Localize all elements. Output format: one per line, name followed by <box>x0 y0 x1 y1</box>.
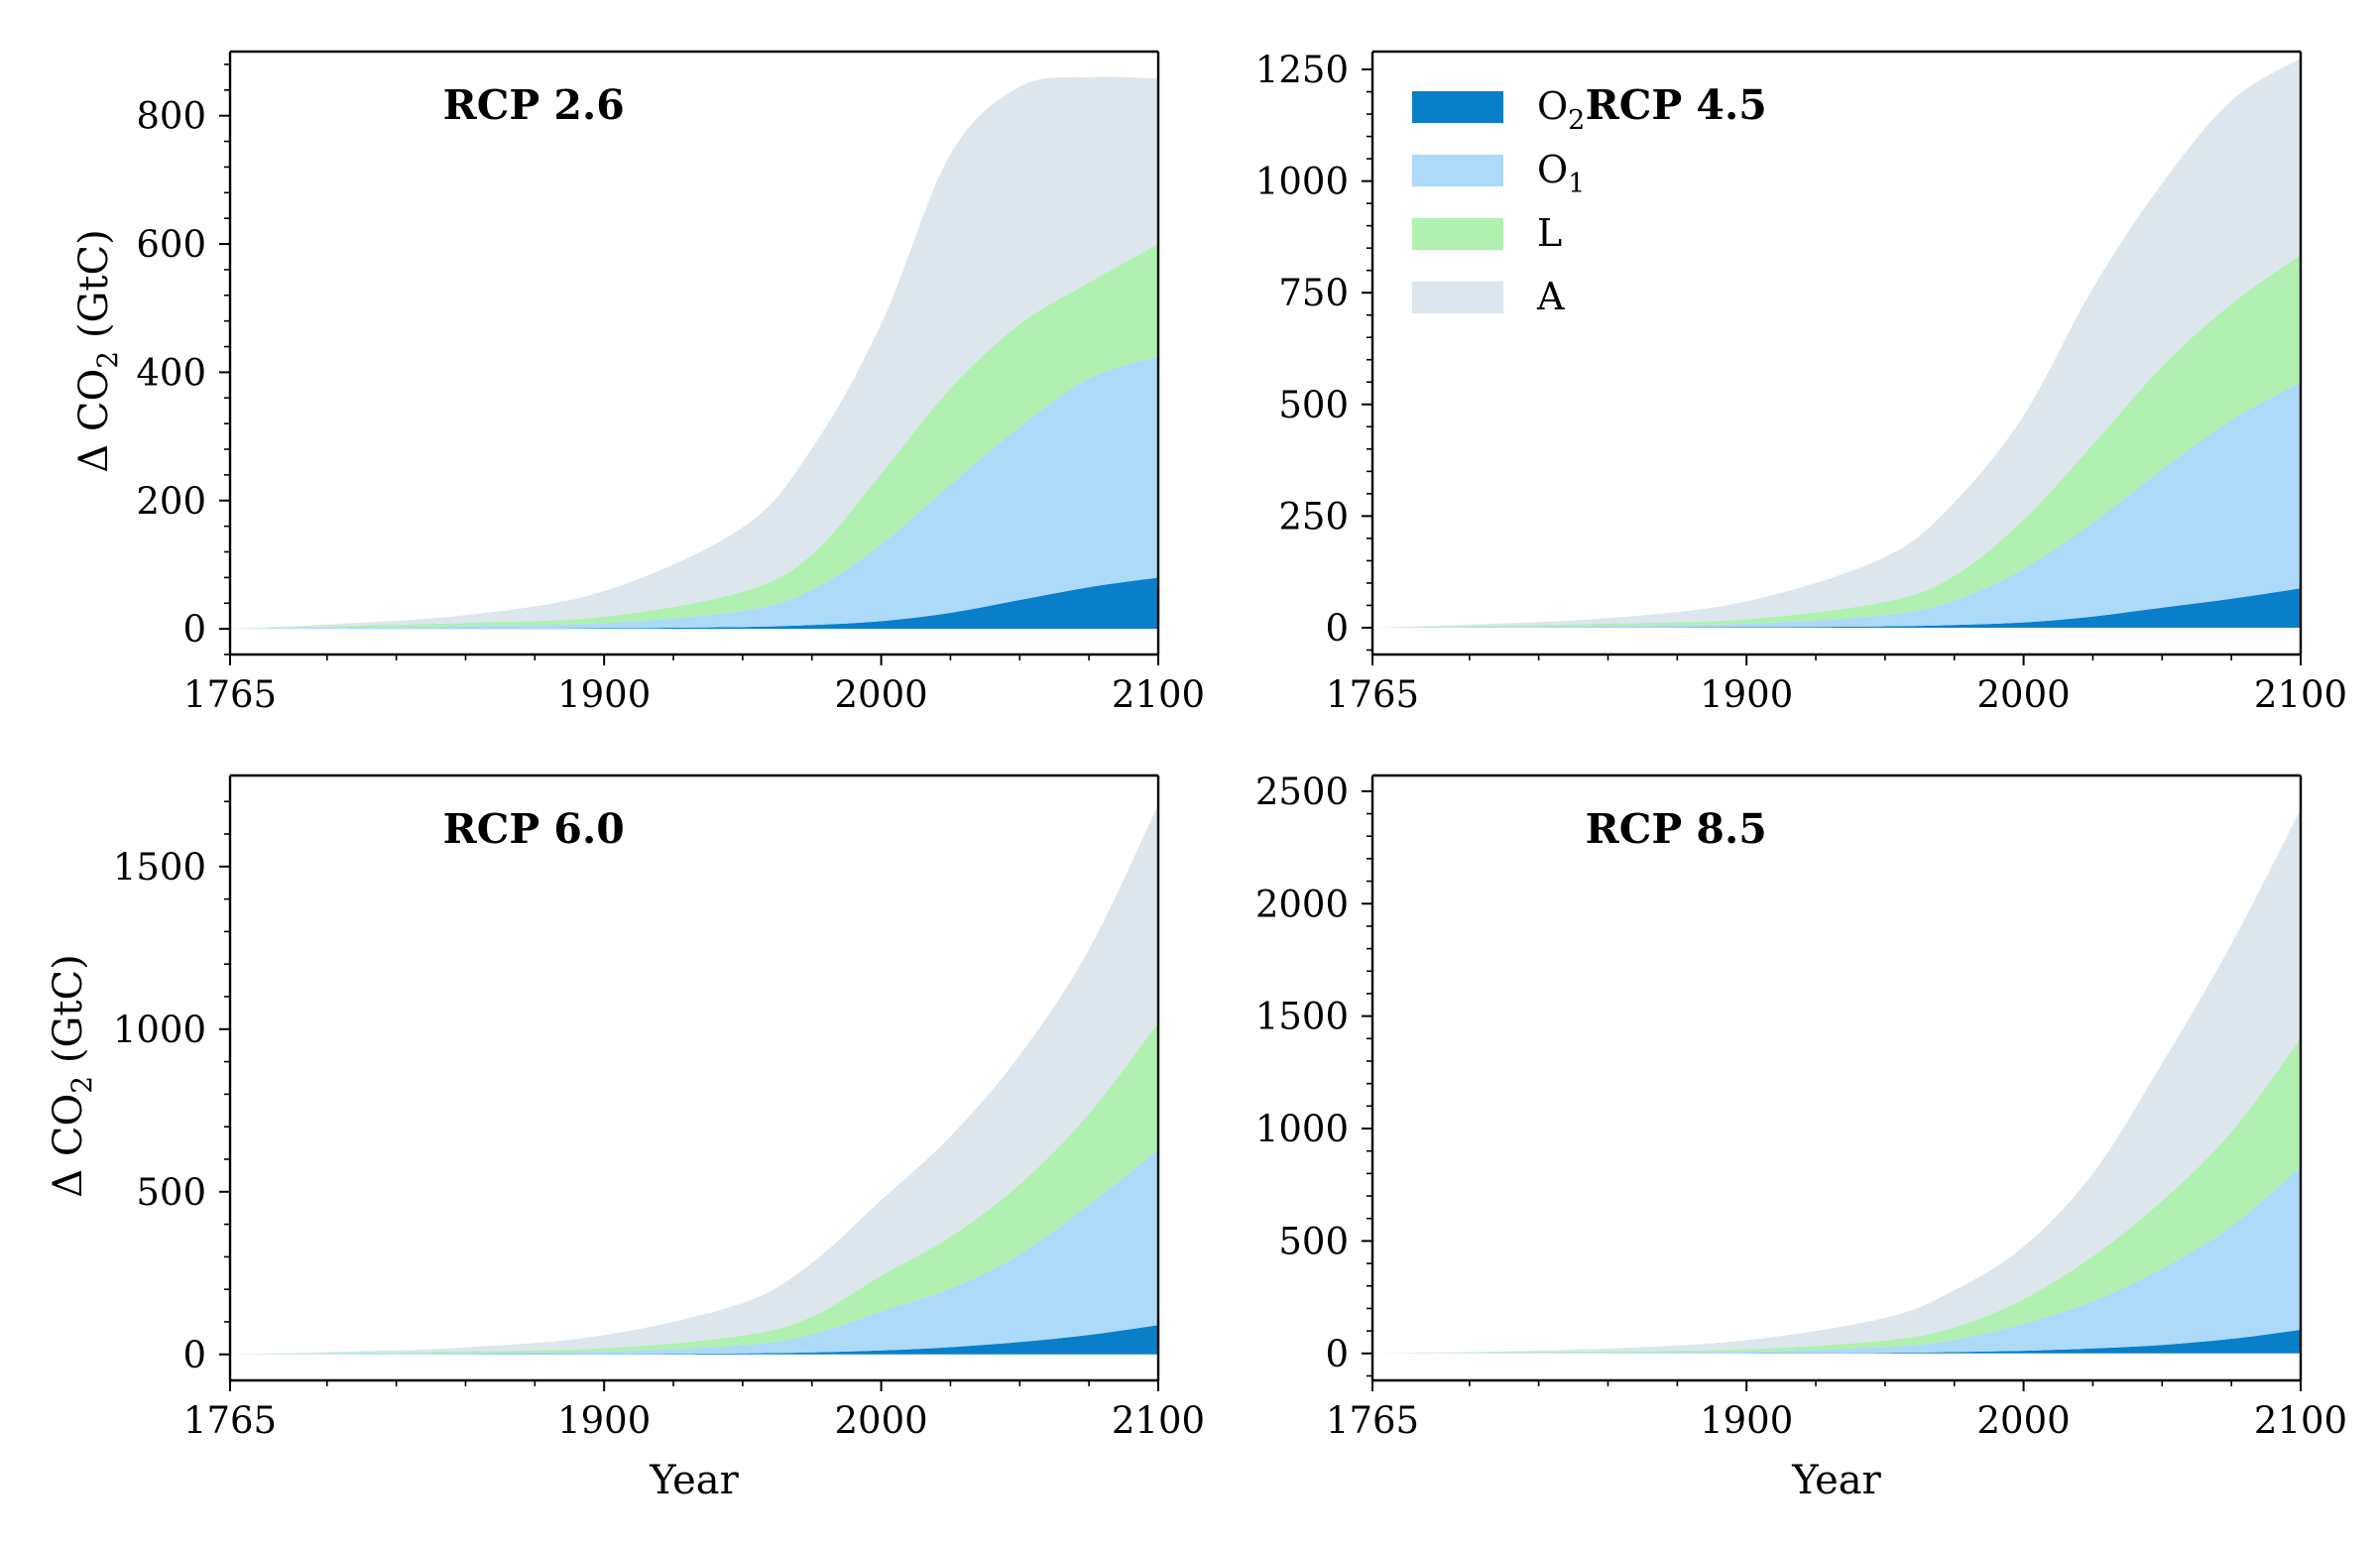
svg-text:Δ CO2 (GtC): Δ CO2 (GtC) <box>46 954 98 1197</box>
y-tick-label: 800 <box>136 95 206 138</box>
y-tick-label: 2500 <box>1255 771 1349 813</box>
panel-rcp-6-0: 1765 1900 2000 2100 0 500 1000 1500 RCP 6.0 <box>113 774 1205 1442</box>
x-axis-label-left: Year <box>649 1458 739 1503</box>
svg-text:Δ CO2 (GtC): Δ CO2 (GtC) <box>71 229 124 472</box>
y-tick-label: 250 <box>1278 495 1349 537</box>
y-tick-label: 0 <box>1325 1333 1349 1375</box>
y-tick-label: 500 <box>136 1171 206 1214</box>
y-tick-label: 200 <box>136 480 206 523</box>
panel-title: RCP 8.5 <box>1586 805 1767 853</box>
area-a <box>1372 58 2301 629</box>
stacked-areas <box>230 76 1158 630</box>
legend: O2 O1 L A <box>1412 84 1585 318</box>
x-tick-label: 2100 <box>1112 1399 1205 1442</box>
area-o2 <box>1372 588 2301 628</box>
area-l <box>1372 1038 2301 1354</box>
panel-rcp-8-5: 1765 1900 2000 2100 0 500 1000 1500 2000 2500 RCP … <box>1255 771 2347 1442</box>
stacked-areas <box>1372 58 2301 629</box>
x-tick-label: 2100 <box>2254 673 2347 716</box>
panel-title: RCP 6.0 <box>443 805 625 853</box>
y-tick-label: 750 <box>1278 272 1349 314</box>
x-tick-label: 1765 <box>183 1399 277 1442</box>
legend-swatch-o1 <box>1412 155 1503 186</box>
y-tick-label: 1000 <box>1255 161 1349 203</box>
x-tick-label: 2000 <box>835 1399 928 1442</box>
area-o1 <box>230 1149 1158 1355</box>
y-tick-label: 2000 <box>1255 883 1349 925</box>
y-tick-label: 1000 <box>1255 1108 1349 1150</box>
area-a <box>230 804 1158 1355</box>
x-tick-label: 1765 <box>183 673 277 716</box>
stacked-areas <box>1372 809 2301 1354</box>
y-tick-label: 500 <box>1278 1220 1349 1262</box>
y-tick-label: 0 <box>1325 607 1349 650</box>
area-l <box>230 244 1158 630</box>
y-tick-label: 1250 <box>1255 49 1349 91</box>
panel-rcp-2-6: 1765 1900 2000 2100 0 200 400 600 800 RCP 2.6 <box>136 50 1205 716</box>
x-tick-label: 1900 <box>1700 1399 1793 1442</box>
x-tick-label: 1900 <box>557 673 651 716</box>
legend-swatch-a <box>1412 282 1503 313</box>
x-tick-label: 2000 <box>1977 1399 2071 1442</box>
y-tick-label: 0 <box>182 608 206 651</box>
stacked-areas <box>230 804 1158 1355</box>
x-tick-label: 1900 <box>557 1399 651 1442</box>
legend-label-a: A <box>1536 275 1565 318</box>
y-tick-label: 1500 <box>113 846 206 889</box>
x-tick-label: 2000 <box>1977 673 2071 716</box>
axes-frame: 1765 1900 2000 2100 0 500 1000 1500 2000 2500 <box>1255 771 2347 1442</box>
y-tick-label: 500 <box>1278 384 1349 426</box>
y-axis-label-top: Δ CO2 (GtC) <box>71 229 124 472</box>
axes-frame: 1765 1900 2000 2100 0 200 400 600 800 <box>136 50 1205 716</box>
area-o1 <box>1372 382 2301 628</box>
legend-swatch-o2 <box>1412 91 1503 123</box>
x-tick-label: 2100 <box>2254 1399 2347 1442</box>
axes-frame: 1765 1900 2000 2100 0 250 500 750 1000 1250 <box>1255 49 2347 716</box>
x-axis-label-right: Year <box>1791 1458 1881 1503</box>
panel-rcp-4-5: 1765 1900 2000 2100 0 250 500 750 1000 1250 RCP 4.… <box>1255 49 2347 716</box>
x-tick-label: 2100 <box>1112 673 1205 716</box>
legend-label-o1: O1 <box>1537 148 1585 199</box>
y-tick-label: 400 <box>136 351 206 394</box>
panel-title: RCP 4.5 <box>1586 81 1767 129</box>
y-tick-label: 0 <box>182 1334 206 1376</box>
x-tick-label: 1765 <box>1326 673 1419 716</box>
area-a <box>230 76 1158 630</box>
x-tick-label: 1900 <box>1700 673 1793 716</box>
area-o1 <box>1372 1166 2301 1354</box>
legend-label-l: L <box>1537 211 1562 255</box>
area-o2 <box>230 577 1158 630</box>
y-tick-label: 600 <box>136 223 206 266</box>
area-o2 <box>1372 1330 2301 1354</box>
area-o1 <box>230 356 1158 630</box>
y-tick-label: 1000 <box>113 1009 206 1051</box>
axes-frame: 1765 1900 2000 2100 0 500 1000 1500 <box>113 774 1205 1442</box>
x-tick-label: 2000 <box>835 673 928 716</box>
legend-swatch-l <box>1412 218 1503 250</box>
area-o2 <box>230 1325 1158 1355</box>
y-axis-label-bottom: Δ CO2 (GtC) <box>46 954 98 1197</box>
y-tick-label: 1500 <box>1255 996 1349 1038</box>
legend-label-o2: O2 <box>1537 84 1585 136</box>
x-tick-label: 1765 <box>1326 1399 1419 1442</box>
panel-title: RCP 2.6 <box>443 81 625 129</box>
area-l <box>230 1022 1158 1355</box>
area-l <box>1372 254 2301 628</box>
area-a <box>1372 809 2301 1354</box>
